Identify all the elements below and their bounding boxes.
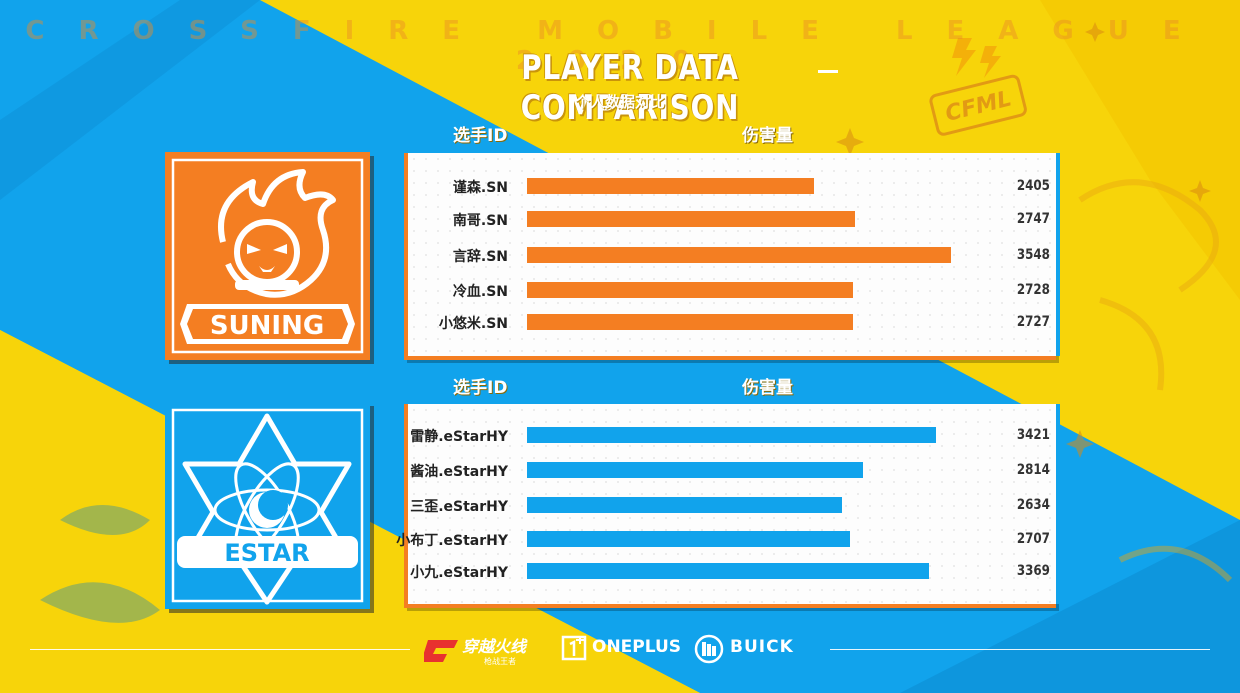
damage-value-label: 3421 xyxy=(1016,427,1050,443)
chart-row: 言辞.SN 3548 xyxy=(408,244,1056,266)
column-header-player: 选手ID xyxy=(453,378,508,398)
estar-logo: ESTAR xyxy=(165,402,370,609)
player-name-label: 谨森.SN xyxy=(452,180,508,196)
suning-logo-text: SUNING xyxy=(210,311,324,341)
player-name-label: 雷静.eStarHY xyxy=(410,429,508,445)
column-header-damage: 伤害量 xyxy=(742,378,793,398)
chart-row: 小九.eStarHY 3369 xyxy=(408,560,1056,582)
damage-bar xyxy=(527,282,853,298)
player-name-label: 酱油.eStarHY xyxy=(410,464,508,480)
chart-row: 酱油.eStarHY 2814 xyxy=(408,459,1056,481)
damage-value-label: 2728 xyxy=(1016,282,1050,298)
damage-value-label: 3548 xyxy=(1016,247,1050,263)
column-header-player: 选手ID xyxy=(453,126,508,146)
buick-logo-text: BUICK xyxy=(730,637,794,657)
damage-value-label: 2405 xyxy=(1016,178,1050,194)
damage-bar xyxy=(527,211,855,227)
column-header-damage: 伤害量 xyxy=(742,126,793,146)
estar-logo-text: ESTAR xyxy=(224,539,309,567)
damage-bar xyxy=(527,427,936,443)
suning-logo: SUNING xyxy=(165,152,370,360)
damage-bar xyxy=(527,247,951,263)
player-name-label: 冷血.SN xyxy=(452,284,508,300)
damage-bar xyxy=(527,462,863,478)
crossfire-logo-subtext: 枪战王者 xyxy=(484,656,516,666)
chart-row: 雷静.eStarHY 3421 xyxy=(408,424,1056,446)
chart-row: 谨森.SN 2405 xyxy=(408,175,1056,197)
page-subtitle: 个人数据对比 xyxy=(574,93,665,111)
crossfire-logo: 穿越火线 枪战王者 xyxy=(424,637,528,666)
estar-damage-chart: 雷静.eStarHY 3421 酱油.eStarHY 2814 三歪.eStarHY 26… xyxy=(396,404,1060,608)
buick-icon xyxy=(694,634,724,664)
damage-bar xyxy=(527,531,850,547)
player-name-label: 言辞.SN xyxy=(452,249,508,265)
damage-value-label: 2707 xyxy=(1016,531,1050,547)
oneplus-icon xyxy=(561,635,587,661)
damage-value-label: 2634 xyxy=(1016,497,1050,513)
chart-row: 三歪.eStarHY 2634 xyxy=(408,494,1056,516)
suning-damage-chart: 谨森.SN 2405 南哥.SN 2747 言辞.SN 3548 冷血.SN 2728 小悠米.… xyxy=(404,153,1060,360)
player-name-label: 小悠米.SN xyxy=(438,316,508,332)
damage-value-label: 2727 xyxy=(1016,314,1050,330)
cfml-badge-logo: CFML xyxy=(929,74,1027,136)
damage-bar xyxy=(527,178,814,194)
chart-row: 南哥.SN 2747 xyxy=(408,208,1056,230)
damage-value-label: 3369 xyxy=(1016,563,1050,579)
panel-edge xyxy=(1056,404,1060,604)
player-name-label: 三歪.eStarHY xyxy=(410,499,508,515)
oneplus-logo-text: ONEPLUS xyxy=(592,637,682,657)
damage-bar xyxy=(527,314,853,330)
damage-value-label: 2814 xyxy=(1016,462,1050,478)
crossfire-logo-text: 穿越火线 xyxy=(462,637,528,656)
player-name-label: 小九.eStarHY xyxy=(410,565,508,581)
damage-bar xyxy=(527,497,842,513)
chart-row: 冷血.SN 2728 xyxy=(408,279,1056,301)
damage-value-label: 2747 xyxy=(1016,211,1050,227)
player-name-label: 小布丁.eStarHY xyxy=(396,533,508,549)
sponsor-footer: 穿越火线 枪战王者 ONEPLUS BUICK xyxy=(0,632,1240,666)
footer-line-left xyxy=(30,649,410,650)
footer-line-right xyxy=(830,649,1210,650)
player-name-label: 南哥.SN xyxy=(452,213,508,229)
chart-row: 小悠米.SN 2727 xyxy=(408,311,1056,333)
page-title: PLAYER DATA COMPARISON xyxy=(520,48,740,128)
panel-edge xyxy=(1056,153,1060,356)
damage-bar xyxy=(527,563,929,579)
league-watermark: CROSSFIRE MOBILE LEAGUE 2020 xyxy=(25,16,1215,76)
title-dash xyxy=(818,70,838,73)
chart-row: 小布丁.eStarHY 2707 xyxy=(396,528,1056,550)
